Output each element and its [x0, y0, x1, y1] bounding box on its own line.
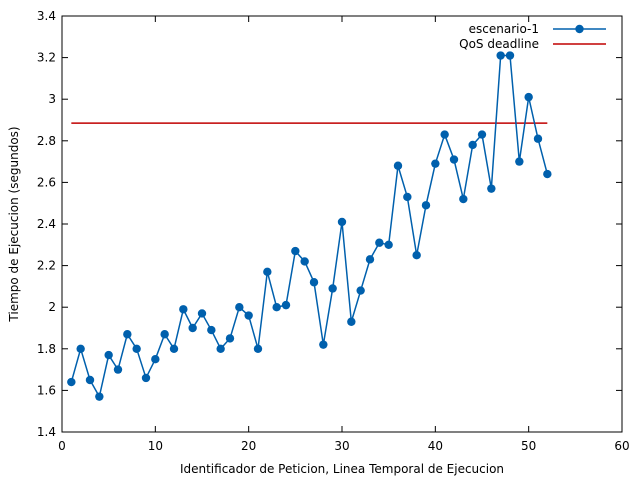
data-point: [244, 311, 253, 320]
data-point: [431, 159, 440, 168]
data-point: [496, 51, 505, 60]
x-tick-label: 60: [614, 439, 629, 453]
data-point: [141, 373, 151, 383]
y-tick-label: 2.4: [37, 217, 56, 231]
data-point: [365, 255, 375, 264]
data-point: [375, 238, 384, 247]
data-point: [477, 130, 487, 139]
x-tick-label: 20: [241, 439, 256, 453]
data-point: [76, 344, 85, 353]
data-point: [412, 251, 421, 260]
data-point: [449, 155, 459, 164]
x-tick-label: 10: [148, 439, 163, 453]
data-point: [104, 350, 113, 360]
y-tick-label: 2: [48, 300, 56, 314]
data-point: [393, 161, 403, 170]
plot-layer: [67, 51, 552, 401]
data-point: [235, 303, 244, 312]
data-point: [505, 51, 515, 60]
data-point: [207, 325, 216, 335]
series-line-escenario-1: [70, 54, 549, 398]
legend-label-escenario-1: escenario-1: [469, 22, 539, 36]
data-point: [440, 130, 449, 139]
data-point: [300, 257, 309, 266]
y-tick-label: 1.6: [37, 383, 56, 397]
data-point: [169, 344, 179, 353]
data-point: [281, 300, 291, 310]
data-point: [179, 305, 188, 314]
data-point: [160, 330, 169, 339]
data-point: [319, 340, 328, 349]
data-point: [263, 267, 272, 277]
y-tick-label: 2.6: [37, 175, 56, 189]
data-point: [337, 217, 347, 227]
y-tick-label: 3.4: [37, 9, 56, 23]
data-point: [151, 355, 160, 364]
data-point: [487, 184, 496, 193]
x-tick-label: 50: [521, 439, 536, 453]
data-point: [459, 194, 468, 204]
data-point: [403, 192, 412, 202]
y-tick-label: 3: [48, 92, 56, 106]
data-point: [524, 92, 533, 102]
y-tick-label: 3.2: [37, 51, 56, 65]
x-tick-label: 40: [428, 439, 443, 453]
data-point: [132, 344, 141, 353]
x-tick-label: 30: [334, 439, 349, 453]
y-tick-label: 1.4: [37, 425, 56, 439]
x-tick-label: 0: [58, 439, 66, 453]
data-point: [67, 377, 76, 387]
y-tick-label: 1.8: [37, 342, 56, 356]
data-point: [468, 140, 477, 150]
data-point: [85, 375, 95, 385]
legend: escenario-1 QoS deadline: [459, 22, 606, 51]
data-point: [356, 286, 365, 295]
data-point: [533, 134, 543, 143]
legend-marker-escenario-1: [575, 24, 584, 34]
data-point: [421, 201, 431, 210]
data-point: [543, 169, 552, 179]
legend-label-qos-deadline: QoS deadline: [459, 37, 539, 51]
data-point: [272, 303, 281, 312]
data-point: [197, 309, 207, 318]
y-tick-label: 2.2: [37, 259, 56, 273]
ticks-layer: 0 10 20 30 40 50 60 1.4 1.6 1.8 2 2.2 2.4 2.6 2.8 3 3.2 3…: [37, 9, 630, 453]
data-point: [515, 157, 524, 166]
x-axis-label: Identificador de Peticion, Linea Tempora…: [180, 462, 504, 476]
data-point: [309, 278, 319, 287]
data-point: [328, 284, 337, 293]
data-point: [291, 246, 300, 256]
y-axis-label: Tiempo de Ejecucion (segundos): [7, 126, 21, 322]
data-point: [225, 334, 235, 343]
data-point: [347, 317, 356, 326]
data-point: [123, 330, 132, 339]
data-point: [95, 392, 104, 401]
data-point: [113, 365, 123, 374]
data-point: [188, 323, 197, 333]
data-point: [216, 344, 225, 353]
data-point: [384, 240, 393, 249]
y-tick-label: 2.8: [37, 134, 56, 148]
data-point: [253, 344, 263, 353]
